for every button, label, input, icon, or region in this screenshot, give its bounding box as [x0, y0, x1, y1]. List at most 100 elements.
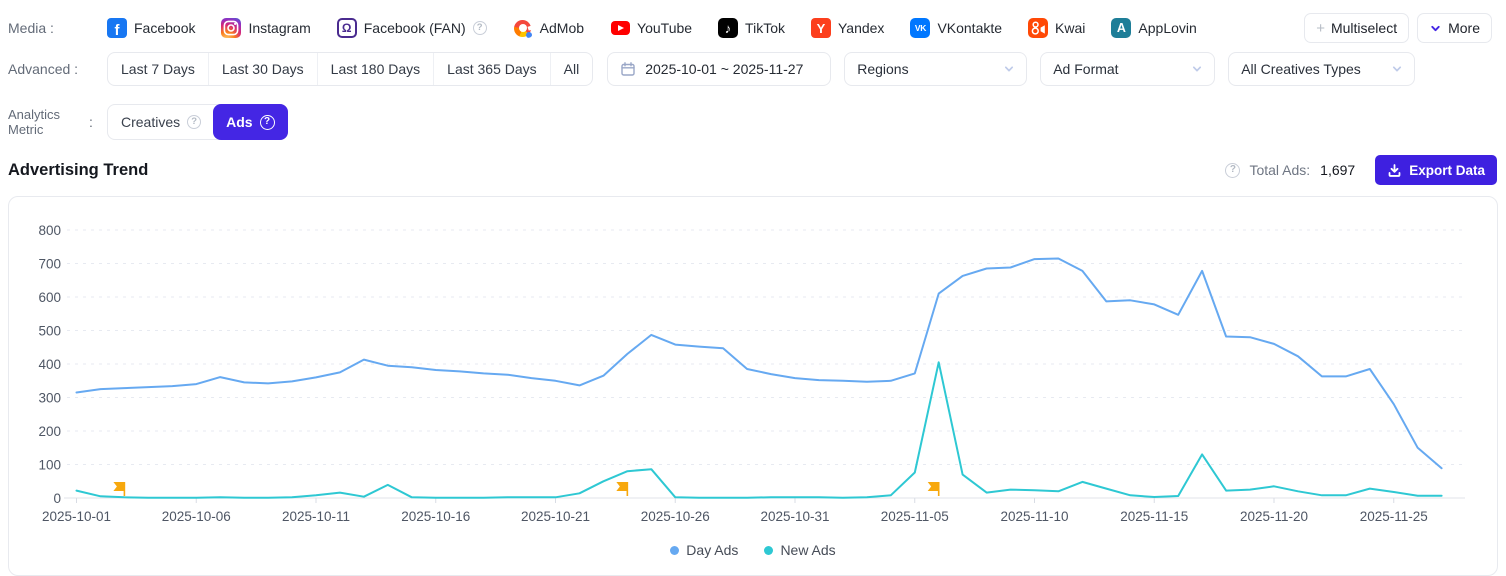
- media-platform-youtube[interactable]: YouTube: [610, 18, 692, 38]
- media-platform-label: TikTok: [745, 20, 785, 36]
- x-axis-label: 2025-10-31: [760, 509, 829, 524]
- help-icon[interactable]: ?: [472, 21, 487, 35]
- flag-marker[interactable]: [113, 482, 125, 491]
- facebook-icon: f: [107, 18, 127, 38]
- flag-marker[interactable]: [927, 482, 939, 491]
- y-axis-label: 800: [38, 223, 61, 238]
- chevron-down-icon: [1002, 62, 1016, 76]
- quick-range-group: Last 7 Days Last 30 Days Last 180 Days Last…: [107, 52, 594, 86]
- advanced-label: Advanced :: [8, 61, 79, 77]
- x-axis-label: 2025-11-25: [1360, 509, 1428, 524]
- quick-range-last-30-days[interactable]: Last 30 Days: [207, 53, 317, 85]
- page-title: Advertising Trend: [8, 160, 149, 179]
- media-platform-label: Facebook: [134, 20, 196, 36]
- media-platform-list: f Facebook Instagram Ω Facebook (FAN) ? …: [107, 18, 1197, 38]
- total-ads-label: Total Ads:: [1249, 162, 1311, 178]
- trend-header-right: ? Total Ads: 1,697 Export Data: [1225, 155, 1497, 185]
- metric-option-creatives[interactable]: Creatives?: [108, 105, 214, 139]
- media-platform-label: YouTube: [637, 20, 693, 36]
- media-platform-instagram[interactable]: Instagram: [221, 18, 311, 38]
- media-platform-facebook[interactable]: f Facebook: [107, 18, 195, 38]
- legend-label: New Ads: [780, 542, 836, 558]
- facebook-fan-icon: Ω: [336, 18, 357, 38]
- page: Media : f Facebook Instagram Ω Facebook …: [0, 13, 1506, 576]
- more-button[interactable]: More: [1417, 13, 1492, 43]
- media-platform-label: Facebook (FAN): [363, 20, 466, 36]
- multiselect-label: Multiselect: [1330, 20, 1398, 36]
- vkontakte-icon: VK: [910, 18, 931, 38]
- date-range-value: 2025-10-01 ~ 2025-11-27: [645, 61, 804, 77]
- y-axis-label: 100: [38, 457, 61, 472]
- legend-label: Day Ads: [686, 542, 739, 558]
- applovin-icon: A: [1111, 18, 1132, 38]
- series-new-ads[interactable]: [75, 361, 1443, 499]
- flag-marker[interactable]: [616, 482, 628, 491]
- tiktok-icon: ♪: [718, 18, 739, 38]
- chevron-down-icon: [1390, 62, 1404, 76]
- dropdown-regions[interactable]: Regions: [844, 52, 1028, 86]
- legend-dot: [670, 545, 680, 555]
- help-icon[interactable]: ?: [1225, 162, 1241, 178]
- media-platform-facebook-fan[interactable]: Ω Facebook (FAN) ?: [336, 18, 487, 38]
- y-axis-label: 600: [38, 290, 61, 305]
- metric-option-label: Ads: [226, 114, 253, 130]
- more-label: More: [1448, 20, 1480, 36]
- analytics-metric-label-line1: Analytics: [8, 107, 61, 122]
- quick-range-all[interactable]: All: [549, 53, 593, 85]
- admob-icon: [512, 18, 533, 38]
- analytics-metric-label-line2: Metric: [8, 122, 44, 137]
- x-axis-label: 2025-11-20: [1240, 509, 1308, 524]
- x-axis-label: 2025-10-26: [641, 509, 710, 524]
- dropdown-group: Regions Ad Format All Creatives Types: [831, 52, 1416, 86]
- y-axis-label: 400: [38, 357, 61, 372]
- metric-toggle-group: Creatives? Ads?: [107, 104, 288, 140]
- help-icon: ?: [187, 115, 202, 129]
- advanced-filter-row: Advanced : Last 7 Days Last 30 Days Last 1…: [8, 52, 1498, 86]
- media-platform-label: VKontakte: [937, 20, 1003, 36]
- y-axis-label: 0: [53, 491, 61, 506]
- yandex-icon: Y: [810, 18, 831, 38]
- analytics-metric-label: Analytics Metric: [8, 107, 89, 137]
- calendar-icon: [620, 61, 636, 77]
- quick-range-last-180-days[interactable]: Last 180 Days: [316, 53, 434, 85]
- media-platform-tiktok[interactable]: ♪ TikTok: [718, 18, 785, 38]
- x-axis-label: 2025-10-21: [521, 509, 590, 524]
- metric-option-ads[interactable]: Ads?: [213, 104, 288, 140]
- media-platform-label: Yandex: [837, 20, 885, 36]
- legend-item-day-ads[interactable]: Day Ads: [670, 542, 738, 558]
- media-filter-row: Media : f Facebook Instagram Ω Facebook …: [8, 13, 1498, 43]
- kwai-icon: [1028, 18, 1049, 38]
- media-platform-admob[interactable]: AdMob: [512, 18, 584, 38]
- quick-range-last-7-days[interactable]: Last 7 Days: [121, 61, 195, 77]
- x-axis-label: 2025-10-06: [162, 509, 231, 524]
- quick-range-last-365-days[interactable]: Last 365 Days: [433, 53, 550, 85]
- export-data-button[interactable]: Export Data: [1375, 155, 1497, 185]
- legend-dot: [764, 545, 774, 555]
- dropdown-value: Ad Format: [1053, 61, 1119, 77]
- x-axis-label: 2025-10-16: [401, 509, 470, 524]
- analytics-metric-row: Analytics Metric : Creatives? Ads?: [8, 104, 1498, 140]
- y-axis-label: 300: [38, 390, 61, 405]
- media-platform-vkontakte[interactable]: VK VKontakte: [910, 18, 1002, 38]
- series-day-ads[interactable]: [75, 257, 1443, 470]
- youtube-icon: [610, 18, 631, 38]
- advertising-trend-chart: 0 100 200 300 400 500 600 700 800 2025-10-01 2025-…: [38, 223, 1465, 524]
- plus-icon: +: [1316, 19, 1325, 37]
- dropdown-all-creatives-types[interactable]: All Creatives Types: [1228, 52, 1416, 86]
- instagram-icon: [221, 18, 242, 38]
- chevron-down-icon: [1429, 22, 1442, 35]
- advertising-trend-panel: 0 100 200 300 400 500 600 700 800 2025-10-01 2025-…: [8, 196, 1498, 576]
- multiselect-button[interactable]: + Multiselect: [1304, 13, 1410, 43]
- metric-option-label: Creatives: [121, 114, 181, 130]
- date-range-picker[interactable]: 2025-10-01 ~ 2025-11-27: [607, 52, 832, 86]
- media-platform-label: Kwai: [1055, 20, 1086, 36]
- x-axis-label: 2025-11-05: [881, 509, 949, 524]
- x-axis-label: 2025-10-01: [42, 509, 111, 524]
- media-platform-yandex[interactable]: Y Yandex: [810, 18, 885, 38]
- media-platform-applovin[interactable]: A AppLovin: [1111, 18, 1197, 38]
- legend-item-new-ads[interactable]: New Ads: [764, 542, 836, 558]
- dropdown-ad-format[interactable]: Ad Format: [1040, 52, 1216, 86]
- media-platform-kwai[interactable]: Kwai: [1028, 18, 1085, 38]
- y-axis-label: 700: [38, 256, 61, 271]
- x-axis-label: 2025-11-10: [1000, 509, 1068, 524]
